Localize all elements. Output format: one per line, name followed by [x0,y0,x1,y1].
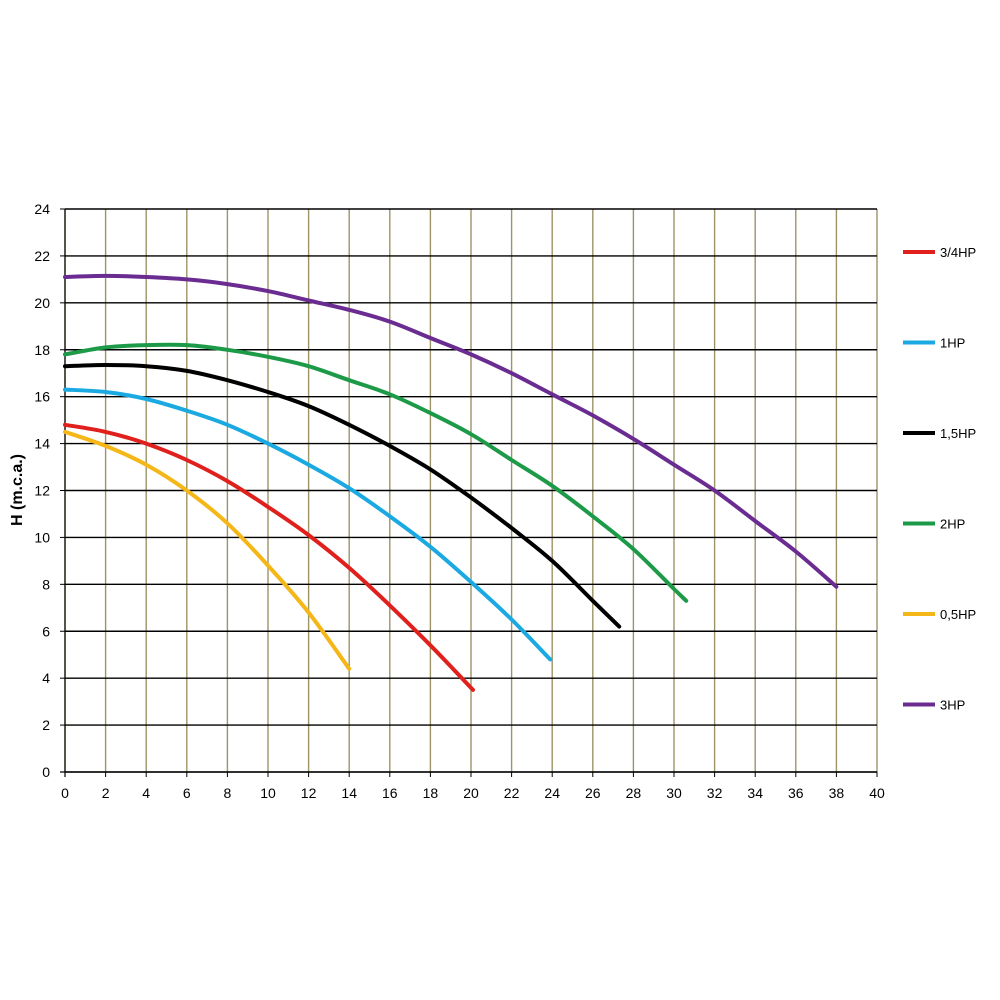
x-tick-label: 24 [544,785,560,801]
x-tick-label: 36 [788,785,804,801]
x-tick-label: 18 [423,785,439,801]
y-tick-label: 16 [34,389,50,405]
legend: 3/4HP 1HP 1,5HP 2HP 0,5HP 3HP [903,245,976,713]
series-line-0 [63,422,475,692]
y-tick-label: 22 [34,248,50,264]
series-line-2 [63,363,622,629]
x-tick-label: 26 [585,785,601,801]
y-tick-label: 24 [34,201,50,217]
legend-label: 1HP [940,336,965,351]
x-tick-label: 16 [382,785,398,801]
x-tick-labels: 0 2 4 6 8 10 12 14 16 18 20 22 24 26 28 30 32 34 36 38 40 [61,785,885,801]
legend-label: 0,5HP [940,607,976,622]
y-tick-label: 12 [34,483,50,499]
y-tick-label: 2 [42,717,50,733]
y-tick-label: 10 [34,529,50,545]
x-tick-label: 8 [224,785,232,801]
x-tick-label: 14 [341,785,357,801]
y-axis-label: H (m.c.a.) [9,454,26,526]
x-tick-label: 38 [829,785,845,801]
x-tick-label: 40 [869,785,885,801]
series-line-1 [63,387,553,662]
y-tick-label: 14 [34,436,50,452]
y-tick-label: 4 [42,670,50,686]
series-line-5 [63,273,839,589]
series-line-4 [63,429,352,671]
series-lines [63,273,839,692]
x-tick-label: 4 [142,785,150,801]
x-tick-label: 30 [666,785,682,801]
y-tick-label: 20 [34,295,50,311]
x-tick-label: 34 [747,785,763,801]
legend-label: 3HP [940,698,965,713]
y-tick-label: 0 [42,764,50,780]
series-line-3 [63,342,689,603]
x-tick-label: 28 [626,785,642,801]
legend-label: 3/4HP [940,245,976,260]
x-tick-label: 2 [102,785,110,801]
x-tick-label: 32 [707,785,723,801]
x-tick-label: 12 [301,785,317,801]
legend-label: 1,5HP [940,426,976,441]
y-tick-label: 18 [34,342,50,358]
legend-label: 2HP [940,517,965,532]
x-tick-label: 22 [504,785,520,801]
x-tick-label: 20 [463,785,479,801]
grid [64,208,878,773]
x-tick-label: 10 [260,785,276,801]
x-tick-label: 0 [61,785,69,801]
y-tick-label: 6 [42,623,50,639]
y-tick-label: 8 [42,576,50,592]
x-tick-label: 6 [183,785,191,801]
axes [60,208,878,777]
